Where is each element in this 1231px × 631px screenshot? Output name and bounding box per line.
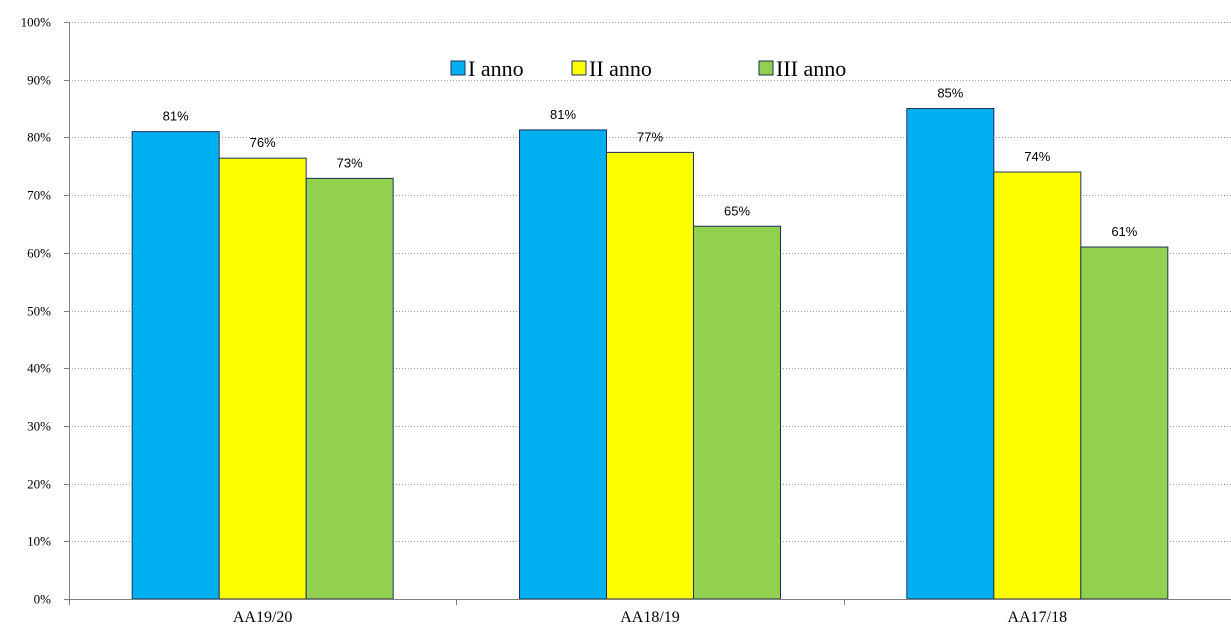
bar xyxy=(131,131,220,600)
x-tick-label: AA17/18 xyxy=(1008,609,1068,626)
y-tick-label: 100% xyxy=(21,15,52,30)
legend-label: III anno xyxy=(776,56,846,81)
data-label: 74% xyxy=(1024,149,1050,164)
x-tick-label: AA19/20 xyxy=(233,609,293,626)
y-tick-label: 40% xyxy=(27,361,51,376)
y-tick-label: 70% xyxy=(27,188,51,203)
legend-swatch xyxy=(571,60,587,76)
x-tick-label: AA18/19 xyxy=(620,609,680,626)
y-tick-label: 90% xyxy=(27,73,51,88)
bar xyxy=(218,157,307,600)
data-label: 77% xyxy=(637,129,663,144)
legend: I anno II anno III anno xyxy=(450,56,846,81)
data-label: 76% xyxy=(250,135,276,150)
y-tick-label: 20% xyxy=(27,477,51,492)
y-tick-label: 10% xyxy=(27,534,51,549)
legend-label: I anno xyxy=(468,56,524,81)
bar xyxy=(993,171,1082,600)
bar xyxy=(606,151,694,600)
axes: 0% 10% 20% 30% 40% 50% 60% 70% 80% 90% 100% AA19/20… xyxy=(21,15,1231,626)
y-tick-label: 30% xyxy=(27,419,51,434)
bar xyxy=(519,129,607,600)
data-label: 81% xyxy=(163,109,189,124)
bar xyxy=(693,225,781,600)
bars xyxy=(131,108,1169,600)
data-label: 85% xyxy=(937,86,963,101)
legend-swatch xyxy=(450,60,466,76)
data-label: 61% xyxy=(1111,224,1137,239)
y-tick-label: 50% xyxy=(27,304,51,319)
data-labels: 81% 76% 73% 81% 77% 65% 85% 74% 61% xyxy=(163,86,1138,239)
y-tick-label: 0% xyxy=(34,592,52,607)
data-label: 81% xyxy=(550,107,576,122)
legend-swatch xyxy=(758,60,774,76)
bar xyxy=(305,177,394,600)
legend-label: II anno xyxy=(589,56,652,81)
bar xyxy=(906,108,995,600)
y-tick-label: 80% xyxy=(27,130,51,145)
data-label: 65% xyxy=(724,203,750,218)
y-tick-label: 60% xyxy=(27,246,51,261)
bar xyxy=(1080,246,1169,600)
data-label: 73% xyxy=(337,155,363,170)
